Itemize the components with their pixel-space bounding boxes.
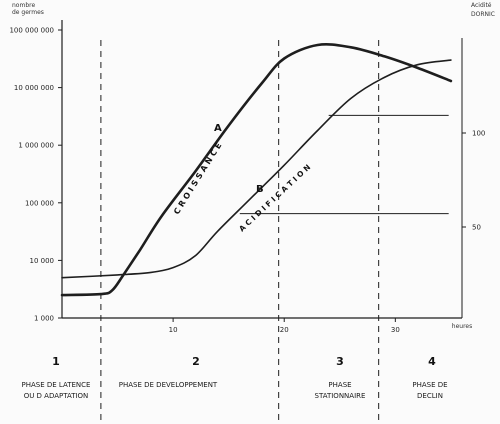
x-axis-title: heures xyxy=(452,323,472,330)
left-axis-tick-label: 100 000 000 xyxy=(9,27,54,35)
left-axis-tick-label: 1 000 xyxy=(34,315,54,323)
x-axis-tick-label: 20 xyxy=(280,326,289,334)
phase-number: 3 xyxy=(336,355,344,368)
phase-name: PHASE xyxy=(328,381,351,389)
left-axis-title: de germes xyxy=(12,9,44,16)
curves xyxy=(60,43,453,297)
curve-a-marker: A xyxy=(214,123,222,134)
right-axis-tick-label: 50 xyxy=(472,224,481,232)
curve-b-marker: B xyxy=(256,184,264,195)
curve-b-acidification xyxy=(61,59,452,279)
phase-name: PHASE DE LATENCE xyxy=(22,381,91,389)
phase-number: 1 xyxy=(52,355,60,368)
curve-a-croissance xyxy=(60,43,453,297)
left-axis-title: nombre xyxy=(12,2,35,9)
phase-name: PHASE DE DEVELOPPEMENT xyxy=(119,381,218,389)
curve-b-name: A C I D I F I C A T I O N xyxy=(237,163,312,234)
left-axis-tick-label: 10 000 xyxy=(30,257,55,265)
phase-boundary-lines xyxy=(100,40,380,420)
x-axis-tick-label: 30 xyxy=(391,326,400,334)
phase-name: STATIONNAIRE xyxy=(315,392,366,400)
right-axis-tick-label: 100 xyxy=(472,130,485,138)
left-axis-tick-label: 1 000 000 xyxy=(18,142,54,150)
x-axis-tick-label: 10 xyxy=(169,326,178,334)
phase-number: 2 xyxy=(192,355,200,368)
reference-lines xyxy=(239,114,449,215)
phase-name: OU D ADAPTATION xyxy=(24,392,89,400)
phase-name: DECLIN xyxy=(417,392,443,400)
axes xyxy=(61,20,463,319)
curve-labels: A B C R O I S S A N C E A C I D I F I C A T… xyxy=(172,123,312,233)
phase-number: 4 xyxy=(428,355,436,368)
right-axis-title: DORNIC xyxy=(471,11,495,18)
phase-name: PHASE DE xyxy=(412,381,447,389)
right-axis-labels: Acidité DORNIC 50 100 xyxy=(462,2,495,232)
x-axis-labels: 10 20 30 heures xyxy=(169,318,472,334)
left-axis-tick-label: 10 000 000 xyxy=(14,84,54,92)
phase-captions: 1 PHASE DE LATENCE OU D ADAPTATION 2 PHASE D… xyxy=(22,355,448,400)
right-axis-title: Acidité xyxy=(471,2,492,9)
curve-a-name: C R O I S S A N C E xyxy=(172,141,223,216)
left-axis-tick-label: 100 000 xyxy=(25,199,54,207)
